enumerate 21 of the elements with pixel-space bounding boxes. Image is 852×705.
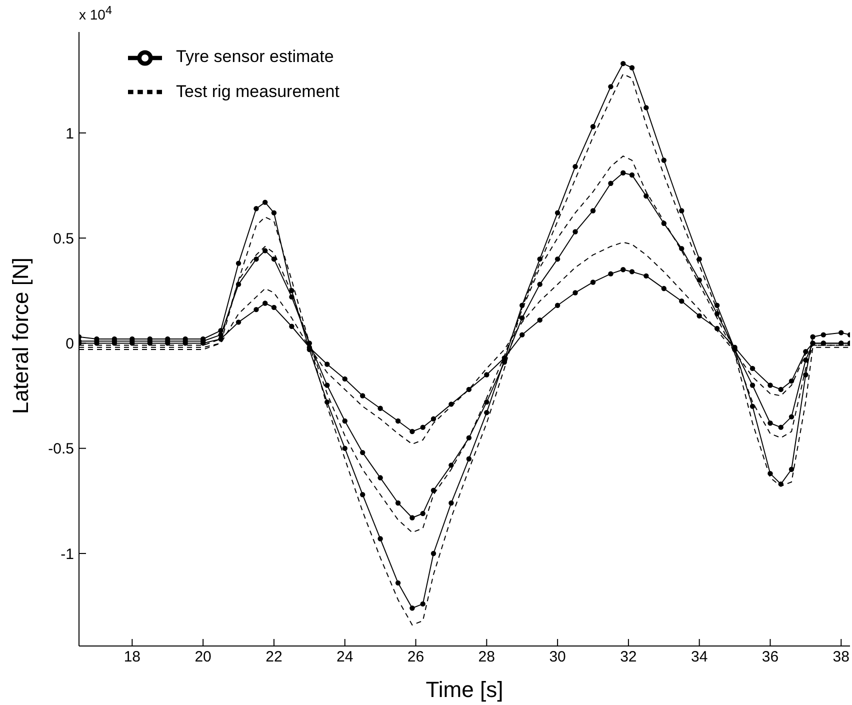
legend-label: Test rig measurement bbox=[176, 82, 340, 101]
x-tick-label: 30 bbox=[549, 648, 566, 666]
y-tick-label: 0.5 bbox=[53, 230, 74, 248]
x-tick-label: 36 bbox=[762, 648, 779, 666]
text: x 10$^{4}$ bbox=[79, 4, 112, 23]
y-tick-label: -1 bbox=[60, 546, 74, 563]
x-tick-label: 32 bbox=[620, 648, 637, 666]
x-tick-label: 28 bbox=[478, 648, 495, 666]
x-tick-label: 24 bbox=[336, 648, 354, 666]
x-tick-label: 38 bbox=[832, 648, 850, 666]
x-axis-title: Time [s] bbox=[426, 677, 504, 702]
x-tick-label: 26 bbox=[407, 648, 424, 666]
x-tick-label: 18 bbox=[124, 648, 141, 666]
y-axis-title: Lateral force [N] bbox=[8, 257, 33, 414]
legend-label: Tyre sensor estimate bbox=[176, 47, 334, 66]
x-tick-label: 20 bbox=[194, 648, 212, 666]
x-tick-label: 34 bbox=[691, 648, 708, 666]
y-tick-label: -0.5 bbox=[48, 440, 74, 458]
y-tick-label: 0 bbox=[66, 336, 74, 353]
y-tick-label: 1 bbox=[66, 125, 74, 142]
x-tick-label: 22 bbox=[266, 648, 282, 666]
